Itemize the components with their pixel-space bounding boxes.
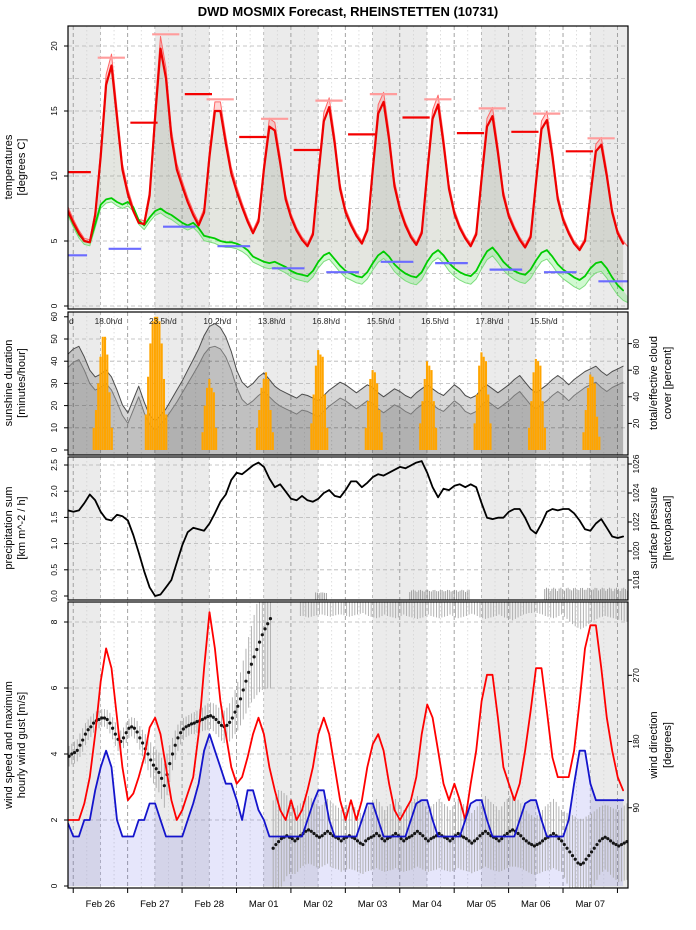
- x-tick-label: Feb 26: [86, 899, 116, 910]
- svg-text:[minutes/hour]: [minutes/hour]: [16, 348, 28, 418]
- svg-text:5: 5: [49, 238, 59, 243]
- svg-text:1.0: 1.0: [49, 537, 59, 549]
- svg-text:[km m^-2 / h]: [km m^-2 / h]: [16, 496, 28, 559]
- temperature-series: [68, 35, 628, 304]
- svg-text:[degrees C]: [degrees C]: [16, 139, 28, 196]
- cloud-axis-title: total/effective cloud cover [percent]: [648, 336, 674, 430]
- x-tick-label: Feb 28: [194, 899, 224, 910]
- svg-text:13.8h/d: 13.8h/d: [258, 316, 286, 326]
- x-tick-label: Mar 05: [467, 899, 497, 910]
- svg-text:0.0: 0.0: [49, 590, 59, 602]
- temperature-y-axis: 0 5 10 15 20: [49, 41, 68, 308]
- svg-text:total/effective cloud: total/effective cloud: [648, 336, 660, 430]
- svg-text:2.5: 2.5: [49, 459, 59, 471]
- svg-text:wind speed and maximum: wind speed and maximum: [3, 681, 15, 810]
- temperature-panel: 0 5 10 15 20 temperatures [degrees C]: [3, 25, 629, 310]
- svg-text:20: 20: [631, 418, 641, 428]
- svg-text:2.0: 2.0: [49, 485, 59, 497]
- svg-text:16.5h/d: 16.5h/d: [421, 316, 449, 326]
- wind-direction-axis-title: wind direction [degrees]: [648, 711, 674, 779]
- svg-text:80: 80: [631, 339, 641, 349]
- wind-series: [68, 602, 628, 888]
- svg-text:10: 10: [49, 171, 59, 181]
- x-tick-label: Mar 02: [303, 899, 333, 910]
- svg-text:1.5: 1.5: [49, 511, 59, 523]
- svg-text:[degrees]: [degrees]: [662, 722, 674, 768]
- x-tick-label: Mar 07: [575, 899, 605, 910]
- x-tick-label: Mar 01: [249, 899, 279, 910]
- sunshine-cloud-panel: 18.0h/d 23.5h/d 10.2h/d 13.8h/d 16.8h/d 15.5h…: [3, 311, 674, 456]
- svg-text:1024: 1024: [631, 483, 641, 502]
- daily-extreme-markers: [68, 33, 628, 283]
- pressure-axis-title: surface pressure [hetcopascal]: [648, 487, 674, 569]
- pressure-series: [68, 460, 624, 597]
- svg-text:[hetcopascal]: [hetcopascal]: [662, 496, 674, 561]
- svg-text:6: 6: [49, 685, 59, 690]
- svg-text:20: 20: [49, 41, 59, 51]
- svg-text:precipitation sum: precipitation sum: [3, 486, 15, 569]
- svg-text:sunshine duration: sunshine duration: [3, 340, 15, 427]
- svg-text:23.5h/d: 23.5h/d: [149, 316, 177, 326]
- wind-axis-title: wind speed and maximum hourly wind gust […: [3, 681, 28, 810]
- precip-y-axis: 0.0 0.5 1.0 1.5 2.0 2.5: [49, 459, 68, 602]
- precip-axis-title: precipitation sum [km m^-2 / h]: [3, 486, 28, 569]
- page-title: DWD MOSMIX Forecast, RHEINSTETTEN (10731…: [197, 4, 499, 19]
- svg-text:17.8h/d: 17.8h/d: [476, 316, 504, 326]
- svg-text:0: 0: [49, 303, 59, 308]
- svg-text:15.5h/d: 15.5h/d: [530, 316, 558, 326]
- svg-text:1018: 1018: [631, 570, 641, 589]
- svg-text:18.0h/d: 18.0h/d: [95, 316, 123, 326]
- x-tick-label: Mar 04: [412, 899, 442, 910]
- x-tick-label: Mar 03: [358, 899, 388, 910]
- svg-text:60: 60: [631, 365, 641, 375]
- svg-text:270: 270: [631, 668, 641, 682]
- svg-text:0: 0: [49, 447, 59, 452]
- svg-text:15: 15: [49, 106, 59, 116]
- precip-pressure-panel: 0.0 0.5 1.0 1.5 2.0 2.5 1018 1020 1022 1024 1026 pr…: [3, 454, 674, 602]
- svg-text:40: 40: [49, 356, 59, 366]
- cloud-y-axis: 20 40 60 80: [628, 339, 641, 428]
- svg-text:4: 4: [49, 751, 59, 756]
- sunshine-y-axis: 0 10 20 30 40 50 60: [49, 312, 68, 452]
- wind-direction-y-axis: 90 180 270: [628, 668, 641, 813]
- wind-y-axis: 0 2 4 6 8: [49, 619, 68, 888]
- svg-text:temperatures: temperatures: [3, 134, 15, 199]
- x-tick-label: Feb 27: [140, 899, 170, 910]
- svg-text:30: 30: [49, 378, 59, 388]
- precip-tick-bars: [315, 587, 628, 600]
- sunshine-bars: [92, 316, 601, 450]
- svg-text:90: 90: [631, 803, 641, 813]
- svg-text:60: 60: [49, 312, 59, 322]
- svg-text:cover [percent]: cover [percent]: [662, 347, 674, 420]
- svg-text:10: 10: [49, 423, 59, 433]
- svg-text:hourly wind gust [m/s]: hourly wind gust [m/s]: [16, 692, 28, 798]
- svg-text:0.5: 0.5: [49, 564, 59, 576]
- svg-text:50: 50: [49, 334, 59, 344]
- x-tick-label: Mar 06: [521, 899, 551, 910]
- svg-text:40: 40: [631, 392, 641, 402]
- svg-text:d: d: [69, 316, 74, 326]
- svg-text:1026: 1026: [631, 454, 641, 473]
- svg-text:180: 180: [631, 734, 641, 748]
- x-axis: Feb 26 Feb 27 Feb 28 Mar 01 Mar 02 Mar 03 Mar …: [72, 888, 618, 910]
- pressure-y-axis: 1018 1020 1022 1024 1026: [628, 454, 641, 589]
- svg-text:8: 8: [49, 619, 59, 624]
- svg-text:20: 20: [49, 401, 59, 411]
- svg-text:1022: 1022: [631, 512, 641, 531]
- svg-text:wind direction: wind direction: [648, 711, 660, 779]
- svg-text:10.2h/d: 10.2h/d: [203, 316, 231, 326]
- wind-panel: 0 2 4 6 8 90 180 270 wind speed and maximum hourl…: [3, 601, 674, 889]
- svg-text:1020: 1020: [631, 541, 641, 560]
- sunshine-axis-title: sunshine duration [minutes/hour]: [3, 340, 28, 427]
- svg-text:15.5h/d: 15.5h/d: [367, 316, 395, 326]
- svg-text:16.8h/d: 16.8h/d: [312, 316, 340, 326]
- svg-text:0: 0: [49, 883, 59, 888]
- sunshine-day-labels: 18.0h/d 23.5h/d 10.2h/d 13.8h/d 16.8h/d 15.5h…: [69, 316, 558, 326]
- temperature-axis-title: temperatures [degrees C]: [3, 134, 28, 199]
- svg-text:surface pressure: surface pressure: [648, 487, 660, 569]
- svg-text:2: 2: [49, 817, 59, 822]
